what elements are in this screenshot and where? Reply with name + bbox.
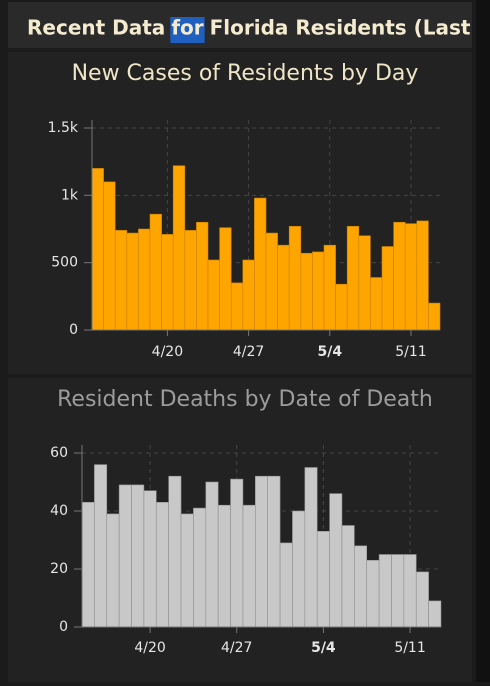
bar (381, 246, 394, 331)
bar (316, 530, 330, 628)
bar (217, 504, 231, 628)
bar (358, 235, 371, 331)
bar (346, 226, 360, 331)
x-tick-label: 5/11 (394, 640, 425, 656)
bar (335, 283, 348, 331)
bar (219, 227, 232, 331)
bar (242, 504, 256, 628)
bar (114, 230, 128, 331)
bar (428, 302, 441, 331)
bar (106, 513, 120, 628)
bar (242, 259, 255, 331)
x-tick-label: 4/27 (221, 640, 252, 656)
bar (304, 467, 318, 628)
header-text: Florida Residents (Last (210, 16, 471, 40)
x-tick-label: 4/20 (152, 344, 183, 360)
bar (207, 259, 220, 331)
bar (341, 525, 355, 628)
bar (254, 197, 267, 331)
x-tick-label: 5/4 (311, 640, 336, 656)
header-title: Recent Data for Florida Residents (Last (27, 16, 471, 43)
bar (416, 220, 429, 331)
x-tick-label: 5/11 (395, 344, 426, 360)
bar (312, 251, 325, 331)
y-tick-label: 1k (61, 187, 79, 203)
bar (155, 501, 169, 628)
header-bar (8, 2, 472, 48)
bar (230, 282, 244, 331)
x-tick-label: 4/20 (134, 640, 165, 656)
bar (131, 484, 145, 628)
bar (415, 571, 429, 628)
y-tick-label: 40 (50, 503, 68, 519)
bar (323, 244, 336, 331)
bar (370, 277, 383, 331)
header-text: Recent Data (27, 16, 165, 40)
bar (103, 181, 116, 331)
bar (267, 475, 281, 628)
bar (393, 221, 406, 331)
bar (277, 244, 290, 331)
scrollbar[interactable] (476, 0, 490, 682)
text-highlight (170, 17, 205, 43)
bar (94, 464, 108, 628)
x-tick-label: 4/27 (233, 344, 264, 360)
bar (428, 600, 442, 628)
bar (149, 213, 162, 331)
bar (230, 478, 244, 628)
bar (391, 554, 405, 628)
bar (180, 513, 194, 628)
y-tick-label: 20 (50, 561, 68, 577)
y-tick-label: 0 (69, 322, 78, 338)
bar (91, 168, 104, 331)
bar (288, 226, 302, 331)
bar (126, 232, 139, 331)
bar (255, 475, 268, 628)
bar (354, 545, 368, 628)
bar (403, 554, 417, 628)
bar (300, 252, 313, 331)
chart-title: New Cases of Residents by Day (72, 61, 419, 86)
bar (378, 554, 392, 628)
bar (329, 493, 343, 628)
bar (193, 507, 207, 628)
y-tick-label: 1.5k (48, 120, 79, 136)
bar (143, 490, 157, 628)
header-text: for (171, 16, 203, 40)
bar (161, 234, 174, 331)
bar (265, 232, 278, 331)
bar (205, 481, 219, 628)
chart-title: Resident Deaths by Date of Death (57, 387, 433, 412)
bar (196, 221, 209, 331)
y-tick-label: 60 (50, 445, 68, 461)
bar (138, 228, 151, 331)
y-tick-label: 500 (51, 255, 78, 271)
bar (366, 559, 380, 628)
x-tick-label: 5/4 (317, 344, 342, 360)
bar (404, 223, 418, 331)
bar (292, 510, 306, 628)
bar (118, 484, 132, 628)
y-tick-label: 0 (59, 619, 68, 635)
bar (81, 501, 95, 628)
bar (279, 542, 293, 628)
bar (168, 475, 182, 628)
bar (172, 165, 186, 331)
bar (184, 230, 197, 331)
